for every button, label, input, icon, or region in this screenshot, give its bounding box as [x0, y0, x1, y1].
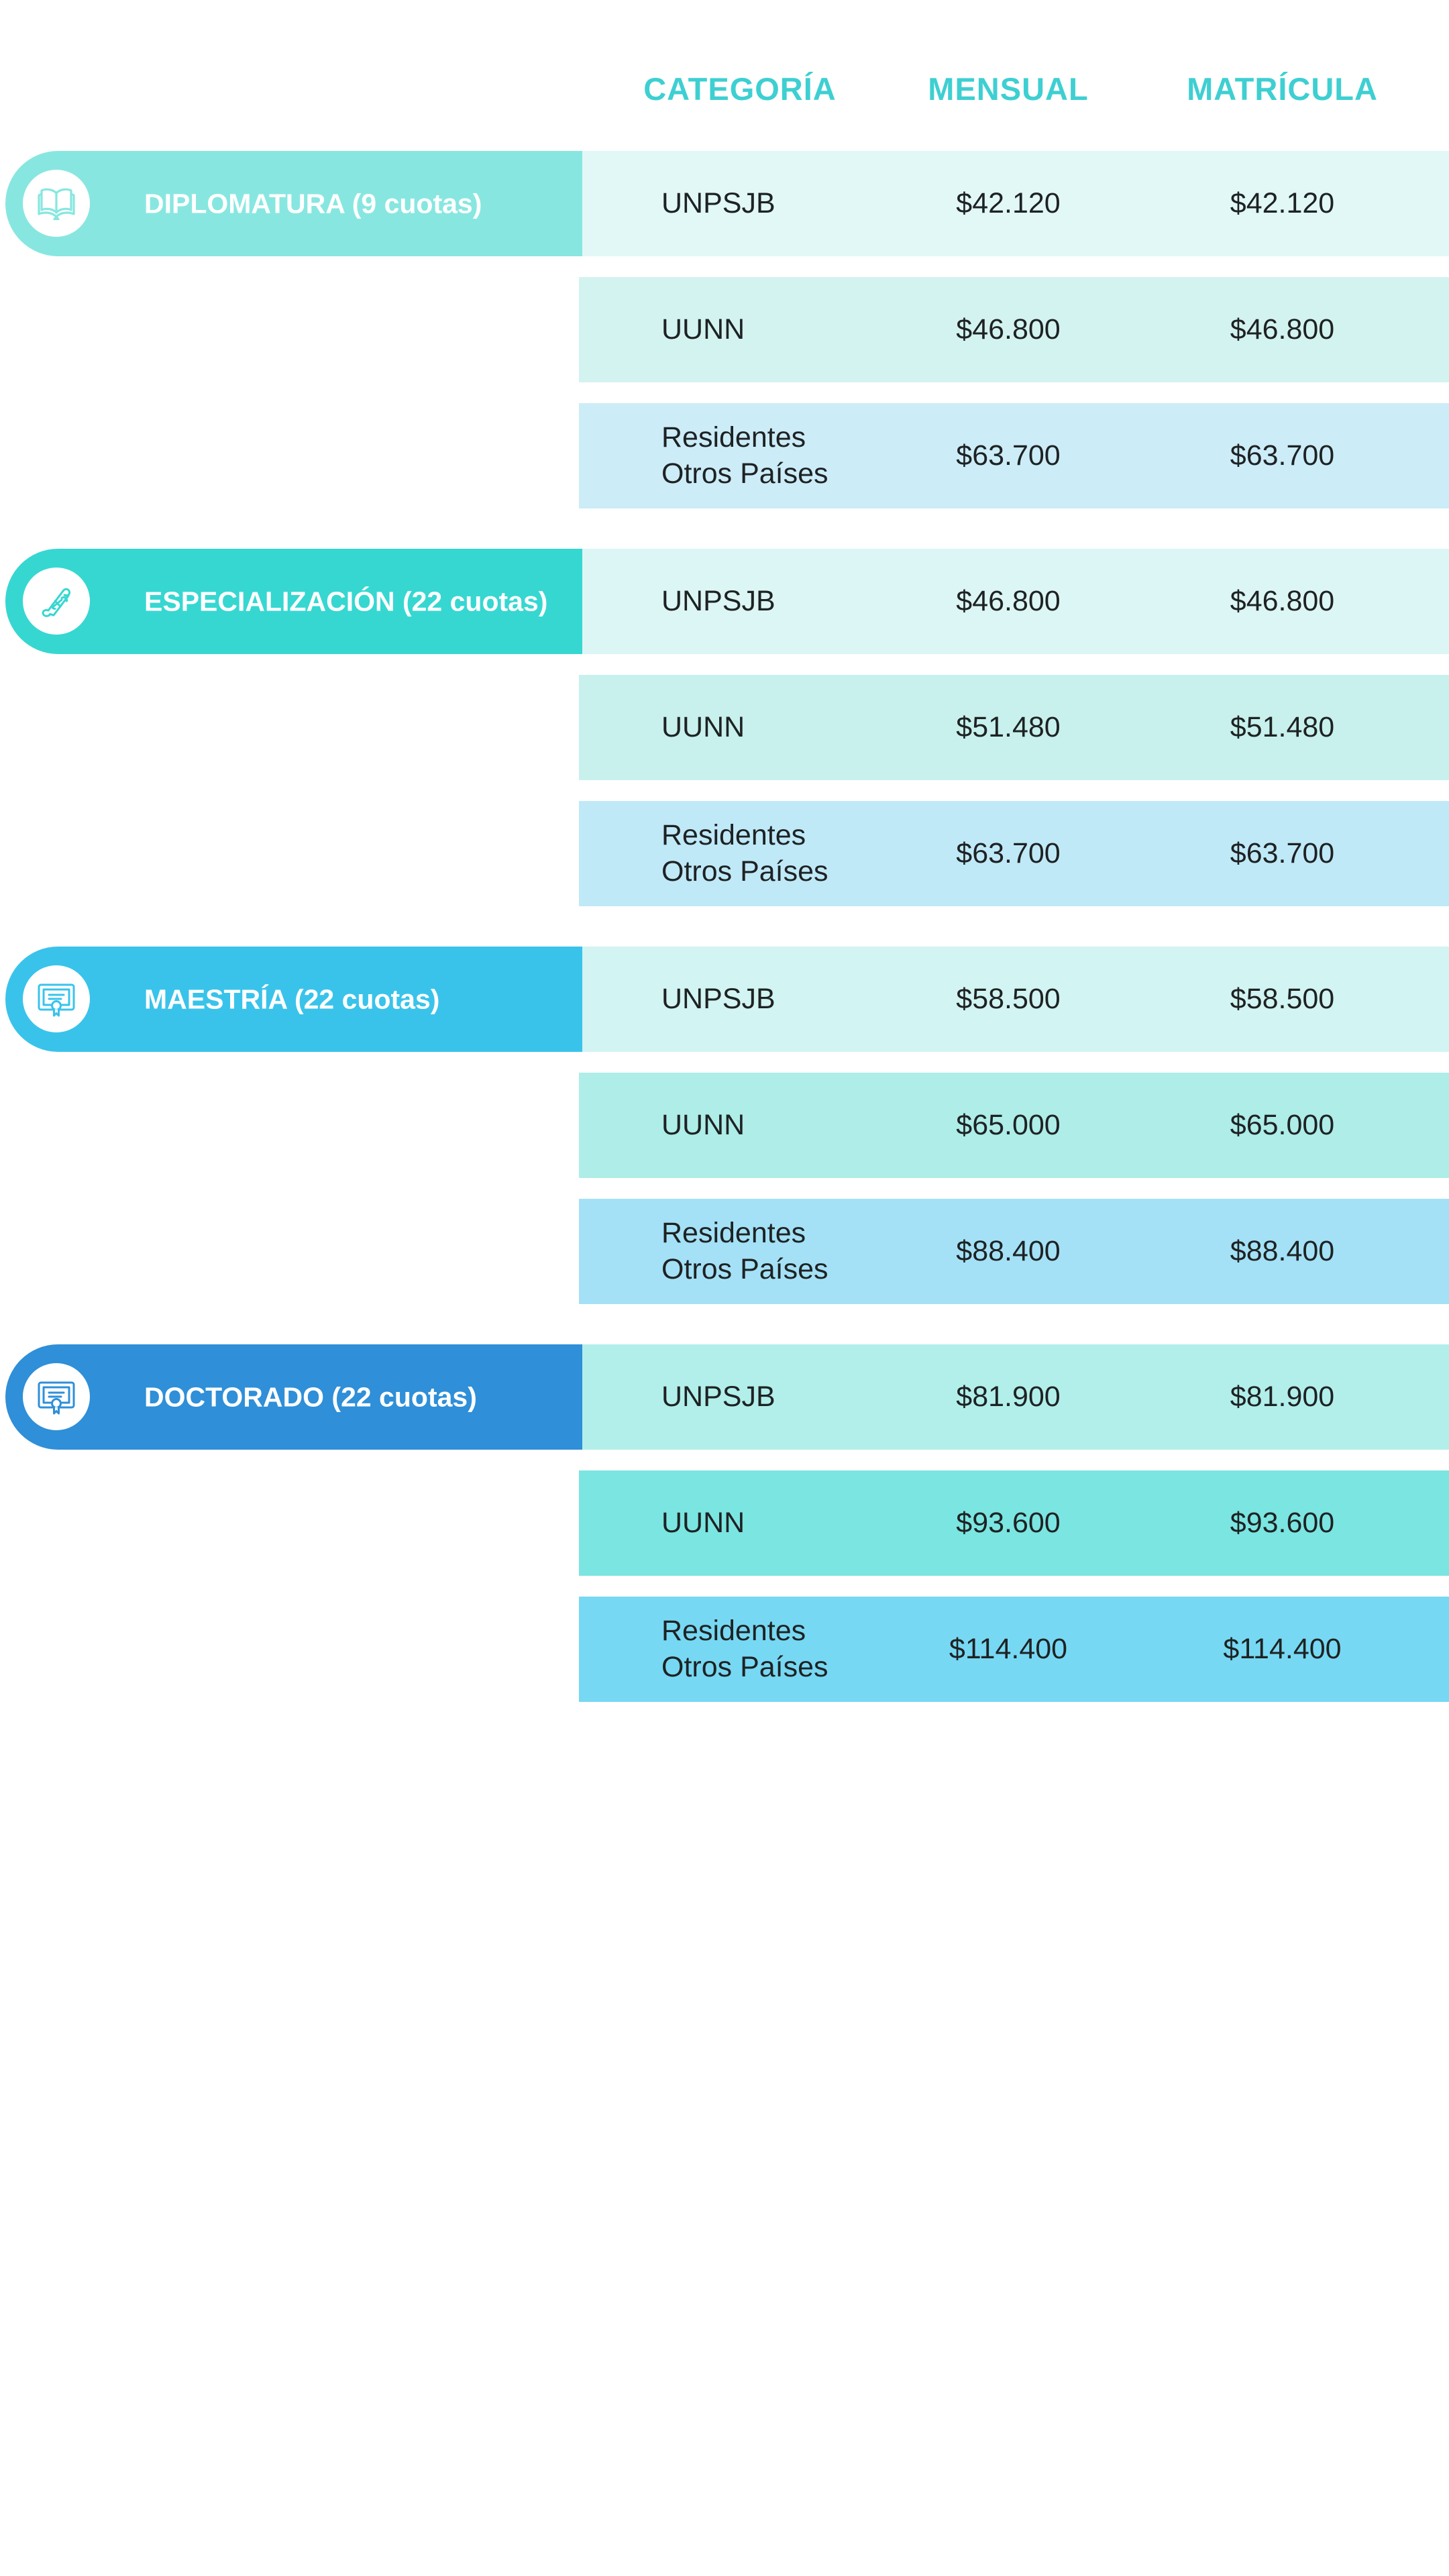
open-book-icon: [38, 188, 75, 221]
matricula-value: $114.400: [1223, 1633, 1342, 1665]
category-pill-doctorado: DOCTORADO (22 cuotas): [5, 1344, 582, 1450]
category-cell: Residentes Otros Países: [661, 1614, 828, 1683]
table-body: UNPSJB $42.120 $42.120 DIPLOMATURA (9 cu…: [0, 151, 1449, 1742]
table-row: Residentes Otros Países $63.700 $63.700: [0, 801, 1449, 906]
pill-badge: [23, 1363, 90, 1430]
table-row: UNPSJB $81.900 $81.900 DOCTORADO (22 cuo…: [0, 1344, 1449, 1450]
pill-badge: [23, 965, 90, 1032]
mensual-value: $46.800: [956, 313, 1061, 345]
category-cell: UUNN: [661, 1506, 745, 1539]
row-cells: Residentes Otros Países $63.700 $63.700: [579, 801, 1449, 906]
table-row: UNPSJB $58.500 $58.500 MAESTRÍA (22 cuot…: [0, 947, 1449, 1052]
category-cell: UNPSJB: [661, 584, 775, 617]
pill-badge: [23, 568, 90, 635]
mensual-value: $51.480: [956, 711, 1061, 743]
category-pill-maestria: MAESTRÍA (22 cuotas): [5, 947, 582, 1052]
row-cells: Residentes Otros Países $63.700 $63.700: [579, 403, 1449, 508]
row-cells: UNPSJB $42.120 $42.120: [579, 151, 1449, 256]
table-row: UUNN $93.600 $93.600: [0, 1470, 1449, 1576]
row-cells: UNPSJB $58.500 $58.500: [579, 947, 1449, 1052]
section-especializacion: UNPSJB $46.800 $46.800 ESPECIALIZACIÓN (…: [0, 549, 1449, 906]
category-cell: UNPSJB: [661, 982, 775, 1015]
pill-label: MAESTRÍA (22 cuotas): [144, 983, 440, 1014]
pill-label: DIPLOMATURA (9 cuotas): [144, 188, 482, 219]
matricula-value: $81.900: [1230, 1381, 1335, 1413]
category-cell: UUNN: [661, 710, 745, 743]
matricula-value: $46.800: [1230, 313, 1335, 345]
row-cells: UUNN $46.800 $46.800: [579, 277, 1449, 382]
row-cells: Residentes Otros Países $88.400 $88.400: [579, 1199, 1449, 1304]
mensual-value: $114.400: [949, 1633, 1068, 1665]
mensual-value: $81.900: [956, 1381, 1061, 1413]
mensual-value: $88.400: [956, 1235, 1061, 1267]
row-cells: UUNN $51.480 $51.480: [579, 675, 1449, 780]
row-cells: UUNN $65.000 $65.000: [579, 1073, 1449, 1178]
matricula-value: $93.600: [1230, 1507, 1335, 1539]
category-cell: UNPSJB: [661, 186, 775, 219]
mensual-value: $63.700: [956, 837, 1061, 869]
category-cell: UUNN: [661, 313, 745, 345]
certificate-icon: [38, 983, 75, 1017]
matricula-value: $63.700: [1230, 837, 1335, 869]
pill-badge: [23, 170, 90, 237]
column-header-matricula: MATRÍCULA: [1187, 70, 1378, 107]
column-header-mensual: MENSUAL: [928, 70, 1089, 107]
category-pill-diplomatura: DIPLOMATURA (9 cuotas): [5, 151, 582, 256]
category-cell: Residentes Otros Países: [661, 421, 828, 490]
section-doctorado: UNPSJB $81.900 $81.900 DOCTORADO (22 cuo…: [0, 1344, 1449, 1702]
category-pill-especializacion: ESPECIALIZACIÓN (22 cuotas): [5, 549, 582, 654]
diploma-icon: [42, 588, 71, 617]
table-row: Residentes Otros Países $63.700 $63.700: [0, 403, 1449, 508]
certificate-icon: [38, 1381, 75, 1415]
table-row: Residentes Otros Países $114.400 $114.40…: [0, 1597, 1449, 1702]
category-cell: Residentes Otros Países: [661, 818, 828, 888]
matricula-value: $65.000: [1230, 1109, 1335, 1141]
matricula-value: $63.700: [1230, 439, 1335, 472]
matricula-value: $42.120: [1230, 187, 1335, 219]
table-row: UUNN $51.480 $51.480: [0, 675, 1449, 780]
mensual-value: $65.000: [956, 1109, 1061, 1141]
row-cells: Residentes Otros Países $114.400 $114.40…: [579, 1597, 1449, 1702]
category-cell: Residentes Otros Países: [661, 1216, 828, 1285]
pill-label: ESPECIALIZACIÓN (22 cuotas): [144, 586, 548, 616]
matricula-value: $88.400: [1230, 1235, 1335, 1267]
column-header-categoria: CATEGORÍA: [643, 70, 837, 107]
section-diplomatura: UNPSJB $42.120 $42.120 DIPLOMATURA (9 cu…: [0, 151, 1449, 508]
mensual-value: $93.600: [956, 1507, 1061, 1539]
row-cells: UNPSJB $46.800 $46.800: [579, 549, 1449, 654]
table-row: Residentes Otros Países $88.400 $88.400: [0, 1199, 1449, 1304]
row-cells: UUNN $93.600 $93.600: [579, 1470, 1449, 1576]
category-cell: UUNN: [661, 1108, 745, 1141]
pill-label: DOCTORADO (22 cuotas): [144, 1381, 477, 1412]
table-row: UUNN $65.000 $65.000: [0, 1073, 1449, 1178]
table-row: UUNN $46.800 $46.800: [0, 277, 1449, 382]
mensual-value: $58.500: [956, 983, 1061, 1015]
row-cells: UNPSJB $81.900 $81.900: [579, 1344, 1449, 1450]
mensual-value: $42.120: [956, 187, 1061, 219]
section-maestria: UNPSJB $58.500 $58.500 MAESTRÍA (22 cuot…: [0, 947, 1449, 1304]
category-cell: UNPSJB: [661, 1380, 775, 1413]
mensual-value: $46.800: [956, 585, 1061, 617]
matricula-value: $46.800: [1230, 585, 1335, 617]
matricula-value: $51.480: [1230, 711, 1335, 743]
mensual-value: $63.700: [956, 439, 1061, 472]
table-row: UNPSJB $46.800 $46.800 ESPECIALIZACIÓN (…: [0, 549, 1449, 654]
table-row: UNPSJB $42.120 $42.120 DIPLOMATURA (9 cu…: [0, 151, 1449, 256]
column-header-row: CATEGORÍA MENSUAL MATRÍCULA: [579, 59, 1449, 118]
matricula-value: $58.500: [1230, 983, 1335, 1015]
